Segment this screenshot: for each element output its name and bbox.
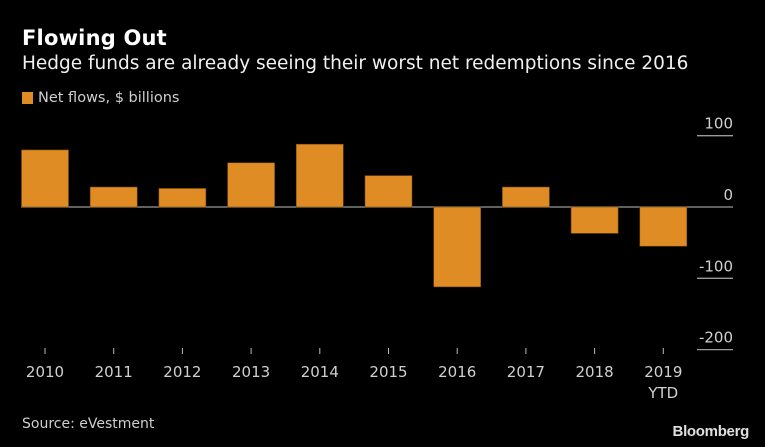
x-tick-label: 2011 — [95, 363, 133, 381]
legend: Net flows, $ billions — [22, 90, 179, 106]
y-tick-label: -100 — [699, 257, 733, 275]
bar-2017 — [502, 186, 550, 208]
chart-subtitle: Hedge funds are already seeing their wor… — [22, 53, 689, 74]
x-tick-label: 2010 — [26, 363, 64, 381]
bar-2014 — [295, 143, 344, 208]
y-tick-label: 100 — [704, 115, 733, 133]
x-tick-label: 2017 — [507, 363, 545, 381]
legend-swatch — [22, 92, 33, 104]
bar-2015 — [364, 175, 413, 208]
x-tick-label: 2014 — [301, 363, 339, 381]
y-tick-label: -200 — [699, 329, 733, 347]
x-tick-label: 2016 — [438, 363, 476, 381]
chart-title: Flowing Out — [22, 26, 167, 50]
bloomberg-logo: Bloomberg — [672, 423, 750, 440]
x-tick-label: 2019 — [644, 363, 682, 381]
y-tick-label: 0 — [723, 186, 733, 204]
bar-2010 — [21, 149, 69, 208]
x-tick-label: YTD — [647, 384, 678, 402]
source-note: Source: eVestment — [22, 416, 155, 432]
bar-2019-ytd — [639, 206, 688, 247]
x-tick-label: 2012 — [163, 363, 201, 381]
legend-label: Net flows, $ billions — [38, 90, 180, 106]
x-tick-label: 2015 — [369, 363, 407, 381]
x-tick-label: 2013 — [232, 363, 270, 381]
bar-2012 — [158, 188, 207, 208]
bar-2018 — [570, 206, 619, 234]
bar-2011 — [89, 186, 138, 208]
bar-2013 — [227, 162, 275, 208]
x-tick-label: 2018 — [576, 363, 614, 381]
bar-2016 — [433, 206, 482, 288]
